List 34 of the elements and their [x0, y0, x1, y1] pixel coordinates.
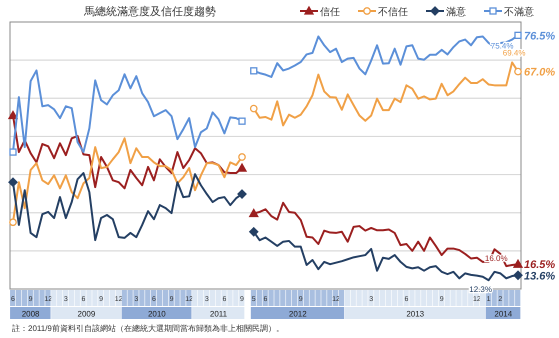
- legend-label: 信任: [320, 6, 340, 18]
- text: 2011: [210, 310, 228, 318]
- point: [514, 32, 522, 39]
- point: [9, 218, 17, 226]
- point: [8, 178, 18, 187]
- data-label: 16.5%: [524, 259, 556, 272]
- data-label: 13.6%: [524, 270, 556, 282]
- point: [8, 110, 18, 120]
- point: [249, 227, 258, 236]
- point: [9, 148, 17, 156]
- point: [513, 260, 523, 268]
- point: [238, 153, 246, 161]
- text: 註：2011/9前資料引自該網站（在總統大選期間當布歸類為非上相關民調）。: [12, 324, 284, 333]
- text: 2014: [494, 310, 512, 318]
- legend-label: 不信任: [378, 6, 408, 18]
- data-label: 75.4%: [490, 42, 514, 51]
- point: [250, 104, 258, 112]
- text: 2012: [288, 310, 307, 318]
- legend-label: 不滿意: [504, 6, 534, 18]
- legend-label: 滿意: [446, 6, 466, 18]
- point: [238, 118, 246, 125]
- text: 2008: [22, 310, 40, 318]
- point: [250, 67, 258, 74]
- text: 2009: [78, 310, 96, 318]
- chart-title: 馬總統滿意度及信任度趨勢: [83, 5, 216, 18]
- point: [237, 163, 247, 172]
- text: 2010: [148, 310, 166, 318]
- point: [513, 270, 523, 280]
- point: [514, 68, 522, 76]
- data-label: 76.5%: [524, 30, 556, 42]
- point: [237, 189, 247, 199]
- point: [249, 208, 258, 218]
- data-label: 67.0%: [524, 66, 556, 79]
- text: 2013: [406, 310, 424, 318]
